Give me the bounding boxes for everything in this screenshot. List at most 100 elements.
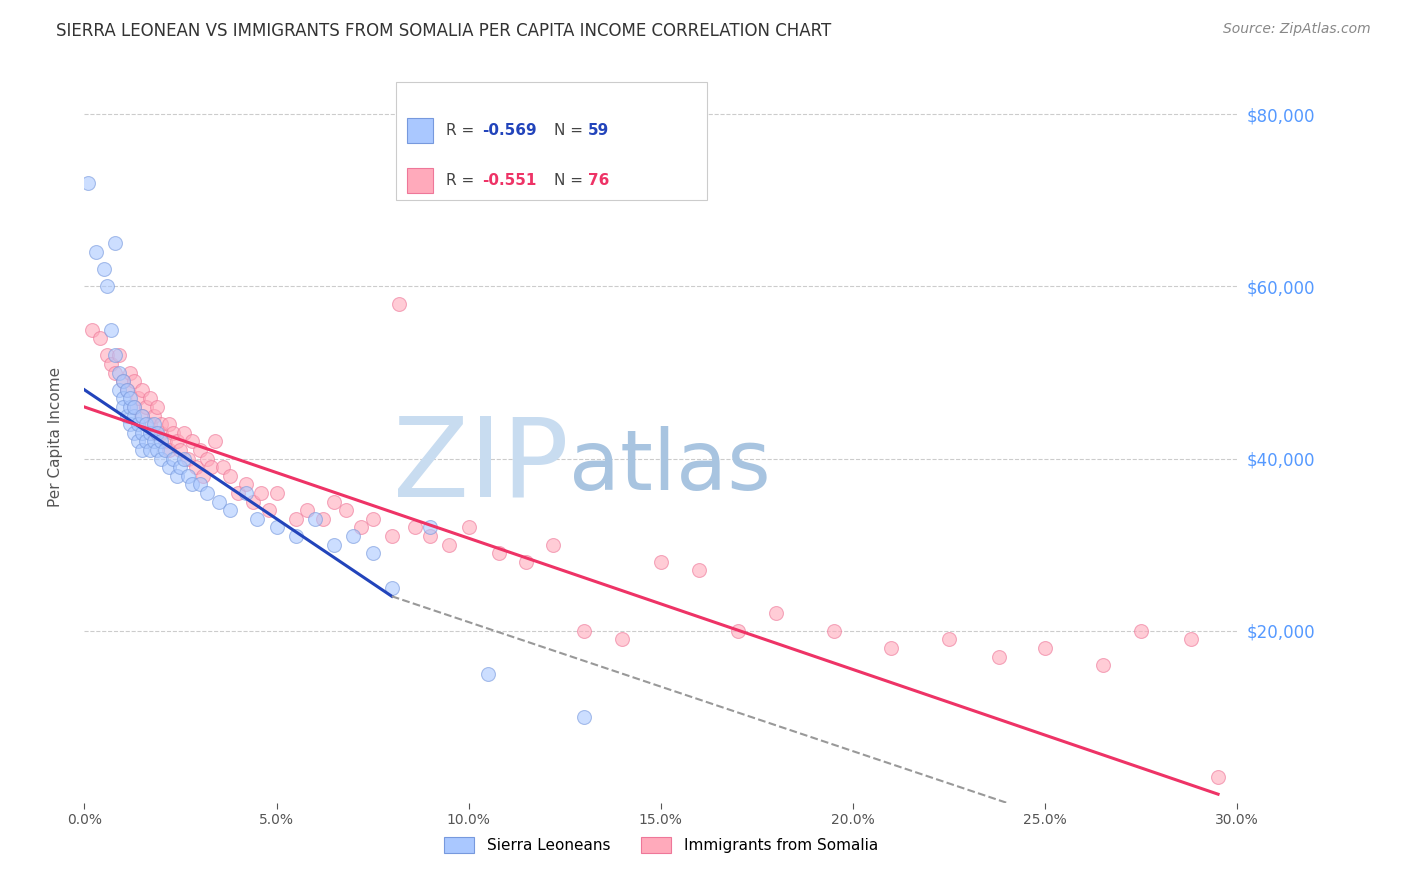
Point bbox=[323, 538, 346, 552]
Point bbox=[188, 442, 211, 457]
Point bbox=[124, 409, 146, 423]
Text: R =: R = bbox=[446, 173, 479, 188]
Point bbox=[104, 348, 127, 362]
Point bbox=[115, 409, 138, 423]
Text: R =: R = bbox=[446, 123, 479, 138]
Point bbox=[173, 425, 195, 440]
Point bbox=[1130, 624, 1153, 638]
Point bbox=[419, 520, 441, 534]
Point bbox=[439, 538, 461, 552]
Point bbox=[131, 409, 153, 423]
Point bbox=[84, 245, 107, 260]
Point bbox=[115, 383, 138, 397]
Point bbox=[135, 417, 157, 432]
Point bbox=[419, 529, 441, 543]
Point bbox=[124, 425, 146, 440]
Text: Source: ZipAtlas.com: Source: ZipAtlas.com bbox=[1223, 22, 1371, 37]
Point bbox=[765, 607, 787, 621]
Point bbox=[200, 460, 222, 475]
Point bbox=[120, 417, 142, 432]
Point bbox=[150, 434, 173, 449]
Text: N =: N = bbox=[554, 173, 588, 188]
Point bbox=[572, 710, 595, 724]
Point bbox=[235, 477, 257, 491]
Point bbox=[150, 417, 173, 432]
Point bbox=[80, 322, 103, 336]
Point bbox=[89, 331, 111, 345]
Point bbox=[166, 434, 188, 449]
Point bbox=[388, 296, 411, 310]
Point bbox=[131, 442, 153, 457]
Point bbox=[153, 442, 176, 457]
Point bbox=[146, 400, 169, 414]
Point bbox=[162, 425, 184, 440]
Point bbox=[100, 357, 122, 371]
Point bbox=[138, 417, 160, 432]
Point bbox=[131, 383, 153, 397]
Text: ZIP: ZIP bbox=[392, 413, 568, 520]
Point bbox=[1206, 770, 1229, 784]
Point bbox=[193, 468, 215, 483]
Point bbox=[188, 477, 211, 491]
Point bbox=[166, 468, 188, 483]
Point bbox=[342, 529, 364, 543]
Text: atlas: atlas bbox=[568, 425, 770, 507]
Point bbox=[142, 434, 165, 449]
Point bbox=[127, 417, 149, 432]
Point bbox=[404, 520, 426, 534]
Point bbox=[181, 434, 204, 449]
Point bbox=[350, 520, 373, 534]
Point bbox=[612, 632, 634, 647]
Point bbox=[335, 503, 357, 517]
Bar bbox=[408, 168, 433, 194]
Point bbox=[266, 520, 288, 534]
Point bbox=[124, 400, 146, 414]
Point bbox=[250, 486, 273, 500]
Point bbox=[150, 451, 173, 466]
Point bbox=[304, 512, 326, 526]
Y-axis label: Per Capita Income: Per Capita Income bbox=[48, 367, 63, 508]
Point bbox=[120, 400, 142, 414]
Point bbox=[173, 451, 195, 466]
Point bbox=[77, 176, 100, 190]
Point bbox=[111, 374, 134, 388]
Point bbox=[124, 400, 146, 414]
Point bbox=[1033, 640, 1056, 655]
Text: 76: 76 bbox=[588, 173, 610, 188]
Text: -0.569: -0.569 bbox=[482, 123, 537, 138]
Point bbox=[381, 529, 404, 543]
Point bbox=[115, 383, 138, 397]
Point bbox=[111, 392, 134, 406]
Legend: Sierra Leoneans, Immigrants from Somalia: Sierra Leoneans, Immigrants from Somalia bbox=[436, 830, 886, 861]
Point bbox=[120, 366, 142, 380]
Point bbox=[515, 555, 537, 569]
Point bbox=[177, 451, 200, 466]
Point bbox=[457, 520, 479, 534]
Point bbox=[195, 451, 218, 466]
Point bbox=[297, 503, 319, 517]
Point bbox=[1180, 632, 1202, 647]
Point bbox=[235, 486, 257, 500]
Point bbox=[111, 400, 134, 414]
Point bbox=[157, 417, 180, 432]
Point bbox=[93, 262, 115, 277]
Point bbox=[169, 442, 191, 457]
Point bbox=[284, 512, 307, 526]
Point bbox=[96, 348, 118, 362]
Point bbox=[108, 366, 131, 380]
Point bbox=[138, 425, 160, 440]
Point bbox=[988, 649, 1011, 664]
Point bbox=[880, 640, 903, 655]
Point bbox=[208, 494, 231, 508]
Text: 59: 59 bbox=[588, 123, 609, 138]
Point bbox=[488, 546, 510, 560]
Point bbox=[323, 494, 346, 508]
FancyBboxPatch shape bbox=[395, 82, 707, 200]
Point bbox=[104, 366, 127, 380]
Point bbox=[1091, 658, 1114, 673]
Point bbox=[162, 451, 184, 466]
Point bbox=[142, 417, 165, 432]
Point bbox=[135, 434, 157, 449]
Point bbox=[142, 409, 165, 423]
Text: SIERRA LEONEAN VS IMMIGRANTS FROM SOMALIA PER CAPITA INCOME CORRELATION CHART: SIERRA LEONEAN VS IMMIGRANTS FROM SOMALI… bbox=[56, 22, 831, 40]
